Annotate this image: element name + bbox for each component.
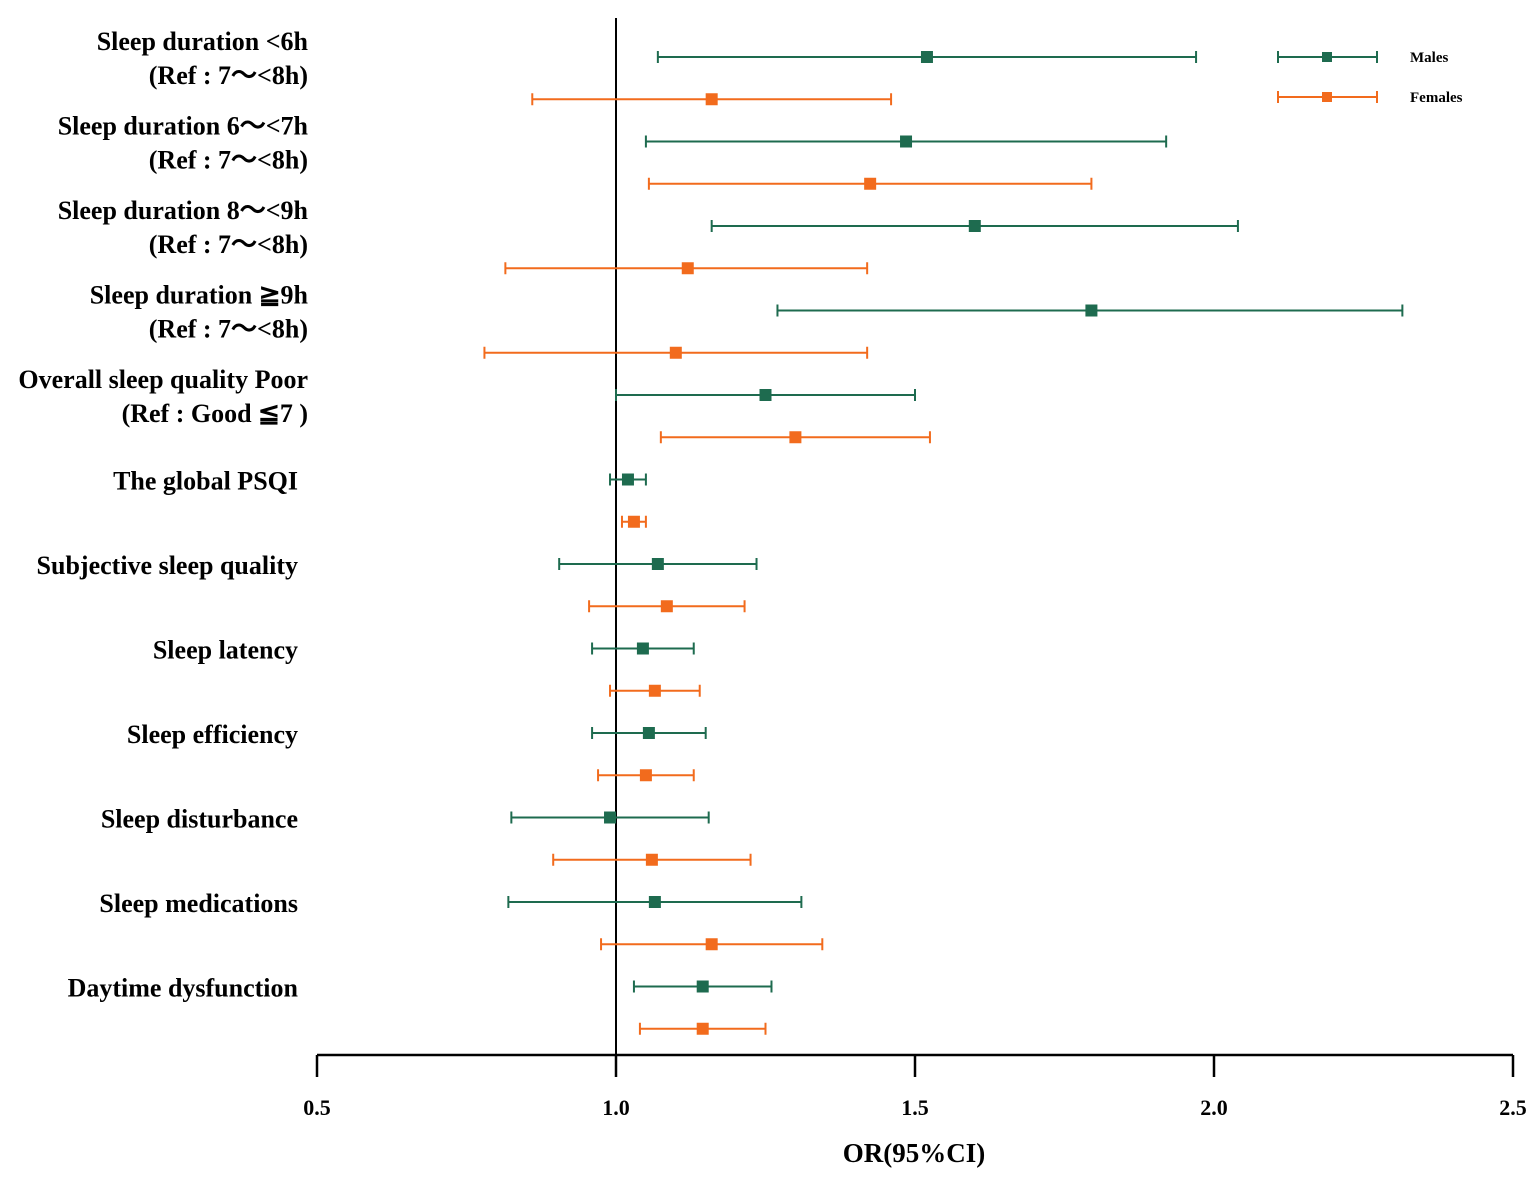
row-label: Sleep duration <6h bbox=[97, 27, 309, 56]
females-ci bbox=[552, 853, 752, 866]
row-label: Sleep duration ≧9h bbox=[90, 281, 309, 310]
x-tick-label: 0.5 bbox=[303, 1095, 331, 1120]
males-or-point bbox=[968, 220, 981, 232]
males-ci bbox=[656, 51, 1198, 63]
x-tick-label: 2.5 bbox=[1499, 1095, 1527, 1120]
x-axis: 0.5 1.0 1.5 2.0 2.5 bbox=[303, 1053, 1527, 1120]
legend-marker bbox=[1322, 92, 1332, 102]
females-ci bbox=[659, 431, 931, 444]
males-ci bbox=[591, 642, 695, 655]
males-ci bbox=[507, 896, 803, 908]
row-label: Sleep latency bbox=[153, 636, 298, 665]
x-tick-label: 2.0 bbox=[1200, 1095, 1228, 1120]
females-or-point bbox=[639, 769, 652, 782]
row-label: (Ref : 7～<8h) bbox=[149, 146, 308, 175]
legend-item: Males bbox=[1277, 50, 1448, 66]
males-ci bbox=[510, 811, 710, 824]
females-or-point bbox=[645, 853, 658, 866]
males-or-point bbox=[651, 558, 664, 570]
males-or-point bbox=[636, 642, 649, 655]
males-or-point bbox=[604, 811, 617, 824]
males-ci bbox=[644, 135, 1168, 148]
plot-area bbox=[483, 18, 1404, 1055]
females-ci bbox=[638, 1022, 767, 1035]
row-label: (Ref : 7～<8h) bbox=[149, 230, 308, 259]
row-label: (Ref : 7～<8h) bbox=[149, 315, 308, 344]
legend-label: Males bbox=[1410, 50, 1448, 66]
females-ci bbox=[483, 346, 869, 359]
females-or-point bbox=[864, 177, 877, 190]
females-ci bbox=[531, 93, 893, 106]
row-label: The global PSQI bbox=[113, 467, 298, 496]
legend-marker bbox=[1322, 52, 1332, 62]
females-ci bbox=[504, 262, 869, 275]
row-label: (Ref : Good ≦7 ) bbox=[122, 399, 308, 428]
row-label: (Ref : 7～<8h) bbox=[149, 61, 308, 90]
males-or-point bbox=[920, 51, 933, 63]
females-ci bbox=[647, 177, 1093, 190]
row-label: Subjective sleep quality bbox=[37, 551, 298, 580]
females-ci bbox=[588, 600, 746, 613]
females-or-point bbox=[705, 93, 718, 106]
row-label: Sleep medications bbox=[99, 889, 298, 918]
females-ci bbox=[609, 684, 701, 697]
row-label: Sleep disturbance bbox=[101, 805, 298, 834]
legend-item: Females bbox=[1277, 90, 1463, 106]
males-or-point bbox=[648, 896, 661, 908]
males-or-point bbox=[1085, 304, 1098, 317]
males-ci bbox=[609, 473, 647, 486]
males-ci bbox=[710, 220, 1239, 232]
males-or-point bbox=[642, 727, 655, 739]
females-or-point bbox=[681, 262, 694, 275]
females-or-point bbox=[648, 684, 661, 697]
legend: Males Females bbox=[1277, 50, 1463, 106]
females-or-point bbox=[696, 1022, 709, 1035]
x-axis-title: OR(95%CI) bbox=[843, 1138, 986, 1168]
females-ci bbox=[600, 938, 824, 951]
females-or-point bbox=[660, 600, 673, 613]
males-or-point bbox=[900, 135, 913, 148]
males-or-point bbox=[759, 389, 772, 401]
males-ci bbox=[615, 389, 916, 401]
females-or-point bbox=[705, 938, 718, 951]
females-ci bbox=[620, 515, 647, 528]
x-tick-label: 1.5 bbox=[901, 1095, 929, 1120]
females-or-point bbox=[789, 431, 802, 444]
males-ci bbox=[558, 558, 758, 570]
males-ci bbox=[776, 304, 1404, 317]
row-label: Sleep duration 8～<9h bbox=[58, 196, 309, 225]
row-label: Overall sleep quality Poor bbox=[18, 365, 308, 394]
row-label: Sleep efficiency bbox=[127, 720, 298, 749]
females-ci bbox=[597, 769, 695, 782]
row-label: Sleep duration 6～<7h bbox=[58, 112, 309, 141]
x-tick-label: 1.0 bbox=[602, 1095, 630, 1120]
females-or-point bbox=[627, 515, 640, 528]
females-or-point bbox=[669, 346, 682, 359]
males-ci bbox=[632, 980, 773, 993]
legend-label: Females bbox=[1410, 90, 1463, 106]
males-or-point bbox=[621, 473, 634, 486]
row-label: Daytime dysfunction bbox=[68, 974, 299, 1003]
males-ci bbox=[591, 727, 707, 739]
males-or-point bbox=[696, 980, 709, 993]
row-labels: Sleep duration <6h (Ref : 7～<8h) Sleep dur… bbox=[18, 27, 308, 1003]
